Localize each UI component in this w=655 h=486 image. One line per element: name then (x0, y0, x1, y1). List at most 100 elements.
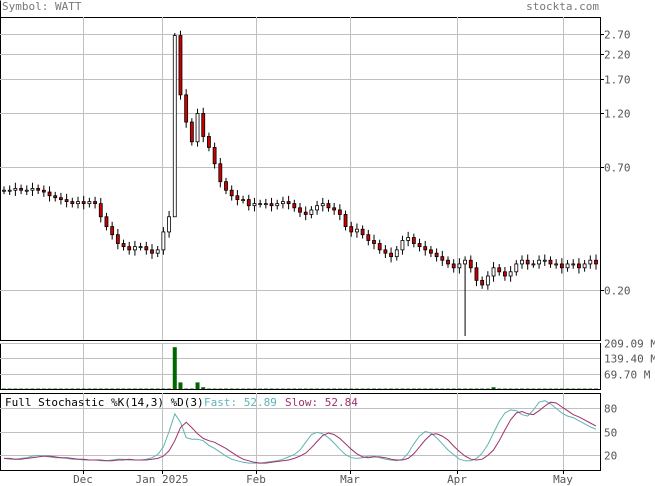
candle-body (406, 237, 411, 241)
candle-body (457, 263, 462, 269)
candle-body (377, 243, 382, 251)
candle-body (41, 189, 46, 193)
candle-body (463, 259, 467, 265)
candle-body (184, 94, 189, 123)
candle-body (263, 203, 268, 206)
x-tick-label: Mar (340, 473, 360, 486)
candle-body (269, 203, 274, 207)
candle-body (87, 201, 92, 205)
volume-panel (0, 343, 601, 390)
candle-body (480, 279, 485, 286)
candle-body (235, 195, 240, 201)
candle-body (582, 263, 587, 269)
stochastic-tick-label: 50 (604, 427, 617, 440)
volume-bar (172, 347, 177, 389)
candle-body (292, 203, 297, 209)
x-tick-label: May (553, 473, 573, 486)
candle-body (53, 195, 58, 199)
candle-body (167, 216, 171, 233)
candle-body (372, 240, 376, 244)
price-tick-label: 1.70 (604, 74, 631, 87)
candle-body (497, 267, 502, 273)
fast-label: Fast: 52.89 (204, 396, 277, 409)
price-tick-label: 1.20 (604, 108, 631, 121)
x-tick-label: Apr (447, 473, 467, 486)
candle-body (70, 201, 75, 205)
candle-body (212, 147, 217, 165)
price-tick-label: 0.70 (604, 162, 631, 175)
candle-body (309, 209, 314, 215)
candle-body (286, 201, 291, 205)
candle-body (468, 259, 473, 269)
candle-body (47, 191, 52, 197)
candle-body (189, 121, 194, 143)
candle-body (542, 259, 547, 262)
candle-body (429, 249, 433, 254)
fast-line (3, 400, 597, 464)
candle-body (30, 188, 35, 191)
x-tick-label: Dec (73, 473, 93, 486)
candle-body (520, 259, 524, 265)
symbol-label: Symbol: WATT (2, 0, 82, 13)
candle-body (218, 163, 223, 183)
candle-body (115, 234, 120, 244)
candle-body (252, 203, 257, 207)
volume-tick-label: 139.40 M (604, 353, 655, 366)
candle-body (320, 203, 325, 207)
x-tick-label: Feb (246, 473, 266, 486)
slow-line (4, 401, 597, 464)
candle-body (525, 259, 530, 265)
candle-body (537, 259, 541, 265)
candle-body (434, 252, 439, 258)
candle-body (383, 249, 388, 254)
candle-body (64, 199, 69, 202)
volume-bar (201, 387, 206, 389)
candle-body (360, 228, 365, 236)
volume-bar (178, 382, 183, 389)
candle-body (13, 188, 18, 191)
candle-body (201, 113, 206, 137)
candle-body (355, 228, 359, 233)
candle-body (565, 263, 570, 269)
volume-bar (195, 382, 200, 389)
candle-body (178, 35, 183, 96)
stochastic-tick-label: 20 (604, 450, 617, 463)
candle-body (2, 189, 6, 192)
candle-body (224, 181, 228, 191)
price-panel (0, 17, 601, 341)
candle-body (503, 271, 507, 277)
price-tick-label: 0.20 (604, 285, 631, 298)
candle-body (121, 243, 126, 248)
candle-body (577, 263, 581, 269)
candle-body (571, 263, 576, 266)
candle-body (275, 203, 280, 207)
candle-body (241, 199, 245, 202)
stochastic-tick-label: 80 (604, 403, 617, 416)
candle-body (246, 199, 251, 207)
candle-body (514, 263, 519, 273)
candle-body (155, 249, 160, 254)
candle-body (343, 214, 348, 228)
candle-body (298, 207, 302, 213)
candle-body (258, 203, 263, 206)
candle-body (133, 246, 137, 251)
candle-body (36, 188, 41, 191)
candle-body (144, 246, 149, 251)
candle-body (554, 263, 559, 266)
candle-body (195, 113, 200, 143)
stochastic-title: Full Stochastic %K(14,3) %D(3) (5, 396, 204, 409)
candle-body (332, 207, 337, 211)
slow-label: Slow: 52.84 (285, 396, 358, 409)
candle-body (423, 246, 428, 251)
candle-body (172, 35, 177, 218)
candle-body (446, 259, 450, 265)
price-tick-label: 2.70 (604, 29, 631, 42)
candle-body (229, 189, 234, 197)
candle-body (411, 237, 416, 244)
candle-body (7, 189, 12, 192)
candle-body (81, 201, 86, 205)
candle-body (548, 259, 553, 265)
candle-body (559, 263, 564, 269)
candle-body (98, 203, 103, 218)
